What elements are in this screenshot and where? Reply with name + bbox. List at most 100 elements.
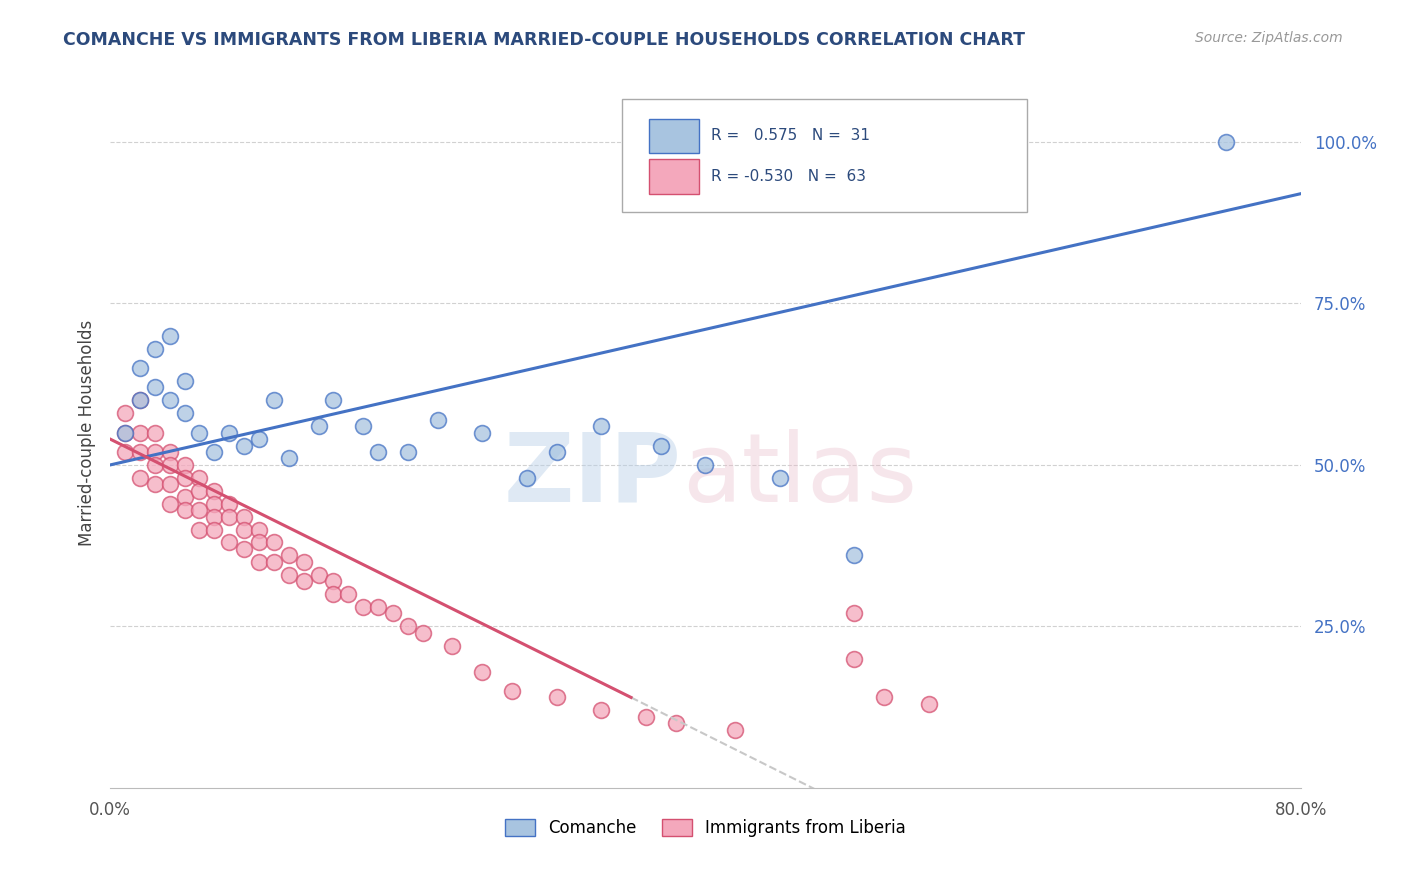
Point: [396, 445, 419, 459]
Point: [277, 567, 299, 582]
Point: [277, 451, 299, 466]
Point: [263, 393, 285, 408]
Text: COMANCHE VS IMMIGRANTS FROM LIBERIA MARRIED-COUPLE HOUSEHOLDS CORRELATION CHART: COMANCHE VS IMMIGRANTS FROM LIBERIA MARR…: [63, 31, 1025, 49]
Point: [591, 419, 613, 434]
Point: [143, 380, 166, 394]
Point: [352, 419, 374, 434]
Point: [129, 445, 152, 459]
Point: [173, 503, 195, 517]
Point: [159, 458, 181, 472]
Point: [202, 523, 225, 537]
Point: [322, 393, 344, 408]
Point: [367, 600, 389, 615]
Point: [591, 703, 613, 717]
Point: [159, 497, 181, 511]
Point: [173, 406, 195, 420]
Point: [873, 690, 896, 705]
Point: [218, 425, 240, 440]
Point: [247, 523, 270, 537]
Point: [129, 393, 152, 408]
Point: [263, 535, 285, 549]
Point: [471, 665, 494, 679]
FancyBboxPatch shape: [650, 119, 700, 153]
Point: [233, 523, 256, 537]
Point: [188, 503, 211, 517]
Point: [114, 425, 136, 440]
Point: [218, 535, 240, 549]
Point: [202, 445, 225, 459]
FancyBboxPatch shape: [621, 99, 1026, 212]
Point: [292, 555, 315, 569]
Point: [159, 477, 181, 491]
Point: [114, 425, 136, 440]
Point: [441, 639, 464, 653]
Point: [352, 600, 374, 615]
Point: [724, 723, 747, 737]
Point: [218, 509, 240, 524]
Point: [129, 393, 152, 408]
Point: [634, 710, 657, 724]
Point: [159, 445, 181, 459]
Point: [665, 716, 688, 731]
Point: [188, 471, 211, 485]
Text: R =   0.575   N =  31: R = 0.575 N = 31: [711, 128, 870, 144]
Point: [263, 555, 285, 569]
Text: Source: ZipAtlas.com: Source: ZipAtlas.com: [1195, 31, 1343, 45]
Point: [233, 509, 256, 524]
Point: [129, 471, 152, 485]
Point: [173, 374, 195, 388]
Point: [546, 445, 568, 459]
FancyBboxPatch shape: [650, 159, 700, 194]
Point: [308, 567, 330, 582]
Point: [337, 587, 360, 601]
Point: [1215, 135, 1237, 149]
Point: [844, 549, 866, 563]
Point: [233, 541, 256, 556]
Point: [202, 483, 225, 498]
Legend: Comanche, Immigrants from Liberia: Comanche, Immigrants from Liberia: [498, 812, 912, 844]
Point: [292, 574, 315, 589]
Point: [322, 587, 344, 601]
Point: [247, 535, 270, 549]
Y-axis label: Married-couple Households: Married-couple Households: [79, 319, 96, 546]
Point: [381, 607, 404, 621]
Point: [129, 425, 152, 440]
Point: [143, 477, 166, 491]
Text: ZIP: ZIP: [503, 429, 682, 522]
Point: [143, 458, 166, 472]
Point: [695, 458, 717, 472]
Point: [844, 607, 866, 621]
Point: [143, 425, 166, 440]
Point: [516, 471, 538, 485]
Point: [159, 328, 181, 343]
Point: [173, 458, 195, 472]
Point: [173, 471, 195, 485]
Point: [322, 574, 344, 589]
Point: [769, 471, 792, 485]
Point: [471, 425, 494, 440]
Point: [247, 432, 270, 446]
Point: [367, 445, 389, 459]
Point: [546, 690, 568, 705]
Point: [114, 445, 136, 459]
Point: [396, 619, 419, 633]
Point: [143, 445, 166, 459]
Point: [129, 361, 152, 376]
Point: [233, 439, 256, 453]
Point: [277, 549, 299, 563]
Point: [173, 490, 195, 504]
Point: [188, 425, 211, 440]
Point: [188, 523, 211, 537]
Point: [159, 393, 181, 408]
Point: [426, 413, 449, 427]
Point: [218, 497, 240, 511]
Point: [247, 555, 270, 569]
Point: [412, 625, 434, 640]
Text: atlas: atlas: [682, 429, 917, 522]
Point: [202, 509, 225, 524]
Point: [308, 419, 330, 434]
Point: [202, 497, 225, 511]
Point: [114, 406, 136, 420]
Point: [650, 439, 672, 453]
Point: [188, 483, 211, 498]
